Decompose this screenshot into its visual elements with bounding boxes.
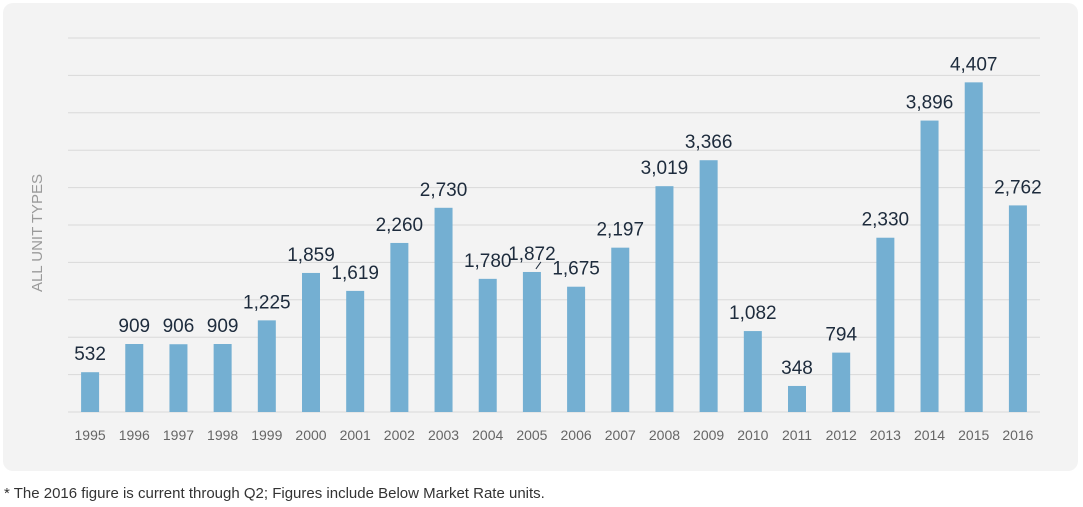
value-label-2000: 1,859 [287, 245, 335, 266]
value-label-1995: 532 [74, 344, 106, 365]
x-tick-2010: 2010 [737, 427, 768, 443]
bar-2016 [1008, 205, 1027, 412]
value-label-1999: 1,225 [243, 292, 291, 313]
leader-line-2005 [535, 261, 542, 270]
bar-2014 [920, 120, 939, 413]
bar-2008 [655, 186, 674, 412]
x-tick-2008: 2008 [649, 427, 680, 443]
x-tick-2007: 2007 [605, 427, 636, 443]
x-tick-1995: 1995 [75, 427, 106, 443]
value-label-2006: 1,675 [552, 259, 600, 280]
value-label-2012: 794 [825, 325, 857, 346]
value-label-2008: 3,019 [641, 158, 689, 179]
bar-1995 [81, 372, 100, 412]
bar-1998 [213, 344, 232, 412]
bar-1997 [169, 344, 188, 412]
x-tick-2004: 2004 [472, 427, 503, 443]
x-tick-2005: 2005 [516, 427, 547, 443]
value-label-2003: 2,730 [420, 180, 468, 201]
bar-2013 [876, 237, 895, 412]
x-tick-2012: 2012 [826, 427, 857, 443]
value-label-2010: 1,082 [729, 303, 777, 324]
x-tick-2014: 2014 [914, 427, 945, 443]
x-tick-1996: 1996 [119, 427, 150, 443]
bar-2009 [699, 160, 718, 412]
bar-2006 [567, 286, 586, 412]
value-label-2004: 1,780 [464, 251, 512, 272]
bar-2001 [346, 290, 365, 412]
value-label-1998: 909 [207, 316, 239, 337]
x-tick-2002: 2002 [384, 427, 415, 443]
value-label-2011: 348 [781, 358, 813, 379]
x-tick-2016: 2016 [1002, 427, 1033, 443]
bars [81, 82, 1027, 413]
bar-2004 [478, 278, 497, 412]
value-label-2005: 1,872 [508, 244, 556, 265]
gridlines [68, 37, 1040, 413]
x-tick-1998: 1998 [207, 427, 238, 443]
x-tick-2009: 2009 [693, 427, 724, 443]
bar-1996 [125, 344, 144, 412]
y-axis-label: ALL UNIT TYPES [29, 174, 46, 292]
footnote: * The 2016 figure is current through Q2;… [4, 485, 545, 502]
value-label-2013: 2,330 [862, 210, 910, 231]
bar-2012 [832, 352, 851, 412]
value-label-2001: 1,619 [331, 263, 379, 284]
x-tick-labels: 1995 1996 1997 1998 1999 2000 2001 2002 2003 2004… [75, 427, 1034, 443]
value-label-1996: 909 [118, 316, 150, 337]
value-label-2015: 4,407 [950, 54, 998, 75]
x-tick-1997: 1997 [163, 427, 194, 443]
bar-2003 [434, 207, 453, 412]
x-tick-2015: 2015 [958, 427, 989, 443]
value-label-2009: 3,366 [685, 132, 733, 153]
value-label-2014: 3,896 [906, 93, 954, 114]
x-tick-2003: 2003 [428, 427, 459, 443]
x-tick-1999: 1999 [251, 427, 282, 443]
bar-2007 [611, 247, 630, 412]
value-label-2007: 2,197 [596, 220, 644, 241]
x-tick-2013: 2013 [870, 427, 901, 443]
bar-2011 [788, 385, 806, 412]
bar-2015 [964, 82, 983, 413]
x-tick-2001: 2001 [340, 427, 371, 443]
bar-2000 [302, 272, 320, 412]
x-tick-2000: 2000 [295, 427, 326, 443]
bar-2002 [390, 242, 409, 412]
bar-1999 [257, 320, 276, 412]
x-tick-2006: 2006 [561, 427, 592, 443]
value-label-2002: 2,260 [376, 215, 424, 236]
x-tick-2011: 2011 [782, 427, 812, 443]
bar-2010 [743, 331, 762, 412]
value-label-1997: 906 [163, 316, 195, 337]
value-label-2016: 2,762 [994, 177, 1042, 198]
bar-2005 [522, 271, 541, 412]
